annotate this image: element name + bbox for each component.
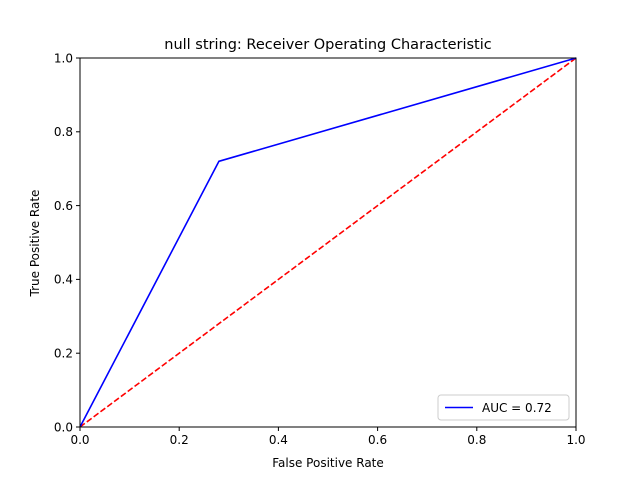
- y-axis-label: True Positive Rate: [28, 190, 42, 298]
- y-tick-label: 0.2: [54, 347, 73, 361]
- x-tick-label: 0.0: [70, 433, 89, 447]
- x-tick-label: 0.4: [269, 433, 288, 447]
- x-tick-label: 0.8: [467, 433, 486, 447]
- x-axis-ticks: 0.0 0.2 0.4 0.6 0.8 1.0: [70, 427, 586, 447]
- chart-title: null string: Receiver Operating Characte…: [164, 37, 491, 53]
- x-tick-label: 1.0: [566, 433, 585, 447]
- legend: AUC = 0.72: [437, 394, 570, 421]
- x-axis-label: False Positive Rate: [272, 456, 384, 470]
- y-tick-label: 1.0: [54, 51, 73, 65]
- y-tick-label: 0.4: [54, 273, 73, 287]
- plot-frame: [79, 57, 577, 428]
- legend-label: AUC = 0.72: [482, 401, 552, 415]
- x-tick-label: 0.6: [368, 433, 387, 447]
- roc-curve-line: [79, 57, 577, 428]
- y-tick-label: 0.0: [54, 420, 73, 434]
- y-axis-ticks: 0.0 0.2 0.4 0.6 0.8 1.0: [54, 51, 80, 434]
- legend-box: [437, 394, 570, 421]
- chance-diagonal-line: [79, 57, 577, 428]
- x-tick-label: 0.2: [170, 433, 189, 447]
- series-layer: [79, 57, 577, 428]
- y-tick-label: 0.6: [54, 199, 73, 213]
- y-tick-label: 0.8: [54, 125, 73, 139]
